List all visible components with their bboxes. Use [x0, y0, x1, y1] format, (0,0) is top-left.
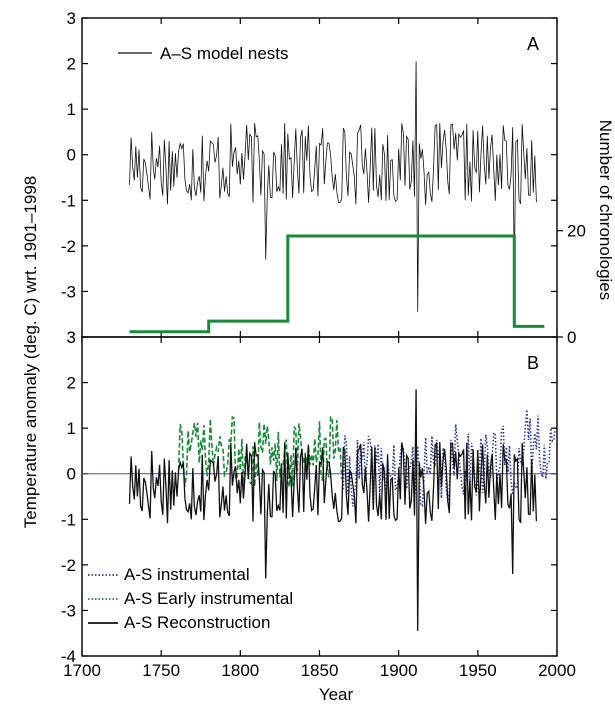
legend-label-instrumental: A-S instrumental	[124, 565, 250, 584]
legend-label-model-nests: A–S model nests	[160, 44, 289, 63]
y-tick-label: -2	[61, 237, 76, 256]
y-tick-label: 0	[67, 146, 76, 165]
y-tick-label: -3	[61, 282, 76, 301]
y-tick-label: 2	[67, 374, 76, 393]
legend-label-reconstruction: A-S Reconstruction	[124, 613, 270, 632]
series-model-nests	[129, 61, 537, 312]
y-tick-label: -2	[61, 556, 76, 575]
y-tick-label: -1	[61, 191, 76, 210]
series-chronology-count	[129, 234, 545, 334]
y-axis-label-right: Number of chronologies	[596, 120, 615, 300]
y-tick-label: -4	[61, 647, 76, 666]
y-axis-label-left: Temperature anomaly (deg. C) wrt. 1901–1…	[21, 176, 40, 528]
y-tick-label: 1	[67, 100, 76, 119]
y-tick-label: 3	[67, 328, 76, 347]
x-tick-label: 1950	[459, 661, 497, 680]
panel-a: -3 -2 -1 0 1 2 3 A 0 20 A–S model nests	[61, 9, 586, 347]
x-tick-label: 1850	[301, 661, 339, 680]
series-early-instrumental	[177, 415, 343, 488]
x-tick-label: 1700	[63, 661, 101, 680]
y-tick-label: -3	[61, 601, 76, 620]
y-tick-label: 0	[67, 465, 76, 484]
y-tick-label: 1	[67, 419, 76, 438]
x-tick-label: 1750	[142, 661, 180, 680]
panel-label: B	[527, 353, 539, 373]
y-tick-label: 3	[67, 9, 76, 28]
x-tick-label: 1900	[380, 661, 418, 680]
y-tick-label: -1	[61, 510, 76, 529]
axis-text-layer: Temperature anomaly (deg. C) wrt. 1901–1…	[21, 120, 615, 704]
y-tick-label: 2	[67, 55, 76, 74]
right-tick-label: 0	[567, 328, 576, 347]
right-tick-label: 20	[567, 222, 586, 241]
x-tick-label: 2000	[538, 661, 576, 680]
panel-label: A	[527, 34, 539, 54]
x-axis-label: Year	[319, 685, 354, 704]
series-reconstruction	[128, 389, 538, 631]
legend-label-early-instrumental: A-S Early instrumental	[124, 589, 293, 608]
x-tick-label: 1800	[221, 661, 259, 680]
panel-b: -4 -3 -2 -1 0 1 2 3 1700 1750 1800 1850 1900 1950 2000…	[61, 328, 576, 680]
